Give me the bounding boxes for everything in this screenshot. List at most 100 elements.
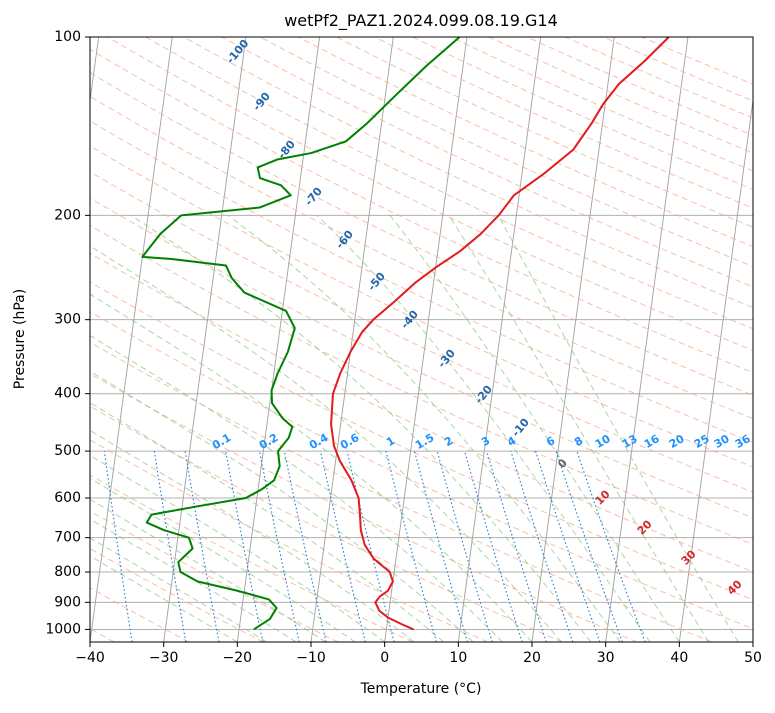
dry-adiabat-line (90, 311, 753, 630)
moist-adiabat-line (227, 214, 621, 642)
moist-adiabat-line (90, 293, 533, 642)
dry-adiabat-line (90, 72, 753, 396)
dry-adiabat-line (90, 95, 753, 420)
moist-adiabat-label: 10 (593, 487, 613, 507)
mixing-ratio-label: 1 (384, 434, 397, 449)
isotherm-line (605, 37, 689, 642)
y-tick-label: 300 (54, 312, 81, 328)
moist-adiabat-line (90, 429, 415, 642)
mixing-ratio-label: 20 (667, 432, 687, 451)
isotherm-line (752, 638, 753, 642)
isotherm-label: -80 (275, 138, 298, 162)
dry-adiabat-line (90, 48, 753, 374)
isotherm-line (90, 37, 173, 642)
dry-adiabat-line (90, 120, 753, 444)
mixing-ratio-label: 30 (712, 432, 732, 451)
dry-adiabat-line (90, 281, 753, 601)
isotherm-label: -60 (333, 228, 356, 252)
dry-adiabat-line (90, 405, 563, 642)
x-tick-label: −30 (149, 650, 179, 666)
mixing-ratio-label: 0.6 (338, 431, 362, 452)
y-tick-label: 1000 (45, 621, 81, 637)
moist-adiabat-label: 0 (555, 456, 570, 471)
moist-adiabat-line (90, 370, 474, 642)
moist-adiabat-line (90, 454, 385, 642)
dry-adiabat-line (374, 37, 753, 209)
moist-adiabat-line (90, 518, 297, 642)
x-tick-label: 40 (670, 650, 688, 666)
moist-adiabat-line (130, 214, 592, 642)
mixing-ratio-line (283, 450, 327, 642)
dry-adiabat-line (336, 37, 753, 228)
moist-adiabat-line (90, 402, 444, 642)
isotherm-line (531, 37, 615, 642)
mixing-ratio-line (184, 451, 220, 642)
mixing-ratio-line (555, 450, 623, 642)
mixing-ratio-label: 16 (642, 432, 662, 451)
dry-adiabat-line (90, 510, 339, 642)
dry-adiabat-line (90, 224, 753, 545)
mixing-ratio-line (413, 450, 469, 642)
x-tick-label: −20 (223, 650, 253, 666)
mixing-ratio-line (225, 451, 264, 642)
isotherm-label: -70 (302, 185, 325, 209)
moist-adiabat-line (497, 215, 739, 642)
y-tick-label: 700 (54, 530, 81, 546)
mixing-ratio-line (436, 450, 493, 642)
dry-adiabat-line (641, 37, 753, 85)
dry-adiabat-line (90, 474, 414, 642)
y-tick-label: 200 (54, 207, 81, 223)
x-tick-label: 30 (597, 650, 615, 666)
moist-adiabat-label: 30 (679, 547, 699, 567)
mixing-ratio-line (385, 450, 437, 642)
mixing-ratio-label: 0.4 (307, 431, 331, 452)
moist-adiabat-line (90, 537, 268, 642)
mixing-ratio-label: 0.1 (210, 431, 233, 452)
mixing-ratio-line (58, 451, 82, 642)
mixing-ratio-line (258, 450, 300, 642)
isotherm-label: -20 (472, 383, 495, 407)
isotherm-line (678, 97, 753, 642)
y-axis-label: Pressure (hPa) (12, 289, 28, 389)
y-tick-label: 900 (54, 594, 81, 610)
dry-adiabat-line (90, 252, 753, 573)
mixing-ratio-line (486, 450, 547, 642)
dry-adiabat-line (90, 439, 488, 642)
mixing-ratio-label: 3 (479, 434, 492, 449)
plot-frame (89, 36, 754, 643)
isotherm-line (163, 37, 247, 642)
x-axis-label: Temperature (°C) (360, 681, 482, 697)
chart-title: wetPf2_PAZ1.2024.099.08.19.G14 (284, 11, 558, 31)
mixing-ratio-label: 0.2 (257, 431, 280, 452)
mixing-ratio-line (576, 450, 646, 642)
mixing-ratio-line (464, 450, 523, 642)
moist-adiabat-line (90, 498, 327, 642)
isotherm-label: -40 (398, 308, 421, 332)
isotherm-line (90, 37, 100, 104)
dry-adiabat-line (90, 171, 753, 493)
moist-adiabat-line (448, 215, 710, 642)
x-tick-label: −10 (296, 650, 326, 666)
mixing-ratio-line (346, 450, 395, 642)
moist-adiabat-line (316, 214, 651, 642)
dry-adiabat-line (90, 548, 264, 642)
mixing-ratio-line (103, 451, 133, 642)
dry-adiabat-line (107, 37, 753, 352)
y-tick-label: 100 (54, 29, 81, 45)
mixing-ratio-label: 1.5 (413, 431, 436, 452)
isotherm-label: -100 (224, 37, 252, 67)
y-tick-label: 600 (54, 490, 81, 506)
isotherm-label: -50 (365, 270, 388, 294)
y-tick-label: 400 (54, 386, 81, 402)
y-tick-label: 500 (54, 443, 81, 459)
mixing-ratio-line (153, 451, 187, 642)
mixing-ratio-label: 36 (733, 432, 753, 451)
x-tick-label: −40 (75, 650, 105, 666)
dry-adiabat-line (90, 145, 753, 468)
dewpoint-line (141, 37, 461, 631)
y-axis: 1000 900 800 700 600 500 400 300 200 100 (45, 29, 90, 637)
moist-adiabat-line (90, 245, 562, 642)
dry-adiabat-line (565, 37, 753, 119)
x-tick-label: 20 (523, 650, 541, 666)
